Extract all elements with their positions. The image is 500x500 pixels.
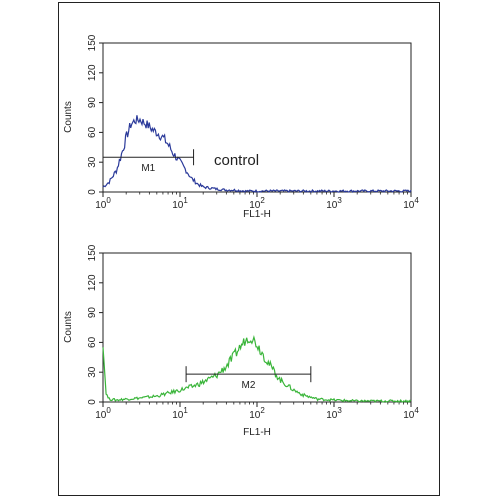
plot-frame	[102, 252, 412, 403]
y-tick-label: 90	[87, 307, 98, 319]
y-tick-label: 30	[87, 156, 98, 168]
y-tick-label: 90	[87, 97, 98, 109]
x-tick-label: 100	[95, 196, 111, 211]
y-tick-label: 60	[87, 336, 98, 348]
gate-label: M2	[242, 380, 256, 391]
y-tick-label: 30	[87, 366, 98, 378]
x-tick-label: 100	[95, 406, 111, 421]
figure-frame	[58, 2, 440, 496]
y-tick-label: 0	[87, 399, 98, 405]
y-tick-label: 120	[87, 274, 98, 291]
x-tick-label: 104	[403, 406, 419, 421]
y-tick-label: 150	[87, 244, 98, 261]
x-tick-label: 101	[172, 406, 188, 421]
x-tick-label: 102	[249, 406, 265, 421]
y-axis-label: Counts	[63, 311, 74, 343]
y-tick-label: 150	[87, 34, 98, 51]
histogram-series-line	[102, 115, 412, 194]
gate-label: M1	[141, 163, 155, 174]
x-tick-label: 103	[326, 406, 342, 421]
x-tick-label: 102	[249, 196, 265, 211]
x-tick-label: 104	[403, 196, 419, 211]
x-axis-label: FL1-H	[243, 209, 271, 220]
x-tick-label: 103	[326, 196, 342, 211]
x-axis-label: FL1-H	[243, 427, 271, 438]
control-annotation: control	[214, 152, 259, 169]
control-histogram-panel: Counts FL1-H control 0 30 60 90 120 150 100 101…	[63, 34, 419, 220]
sample-histogram-panel: Counts FL1-H 0 30 60 90 120 150 100 101 102 103 10…	[63, 244, 419, 438]
y-tick-label: 0	[87, 189, 98, 195]
y-tick-label: 60	[87, 126, 98, 138]
y-axis-label: Counts	[63, 101, 74, 133]
histogram-series-line	[102, 334, 412, 404]
x-tick-label: 101	[172, 196, 188, 211]
y-tick-label: 120	[87, 64, 98, 81]
